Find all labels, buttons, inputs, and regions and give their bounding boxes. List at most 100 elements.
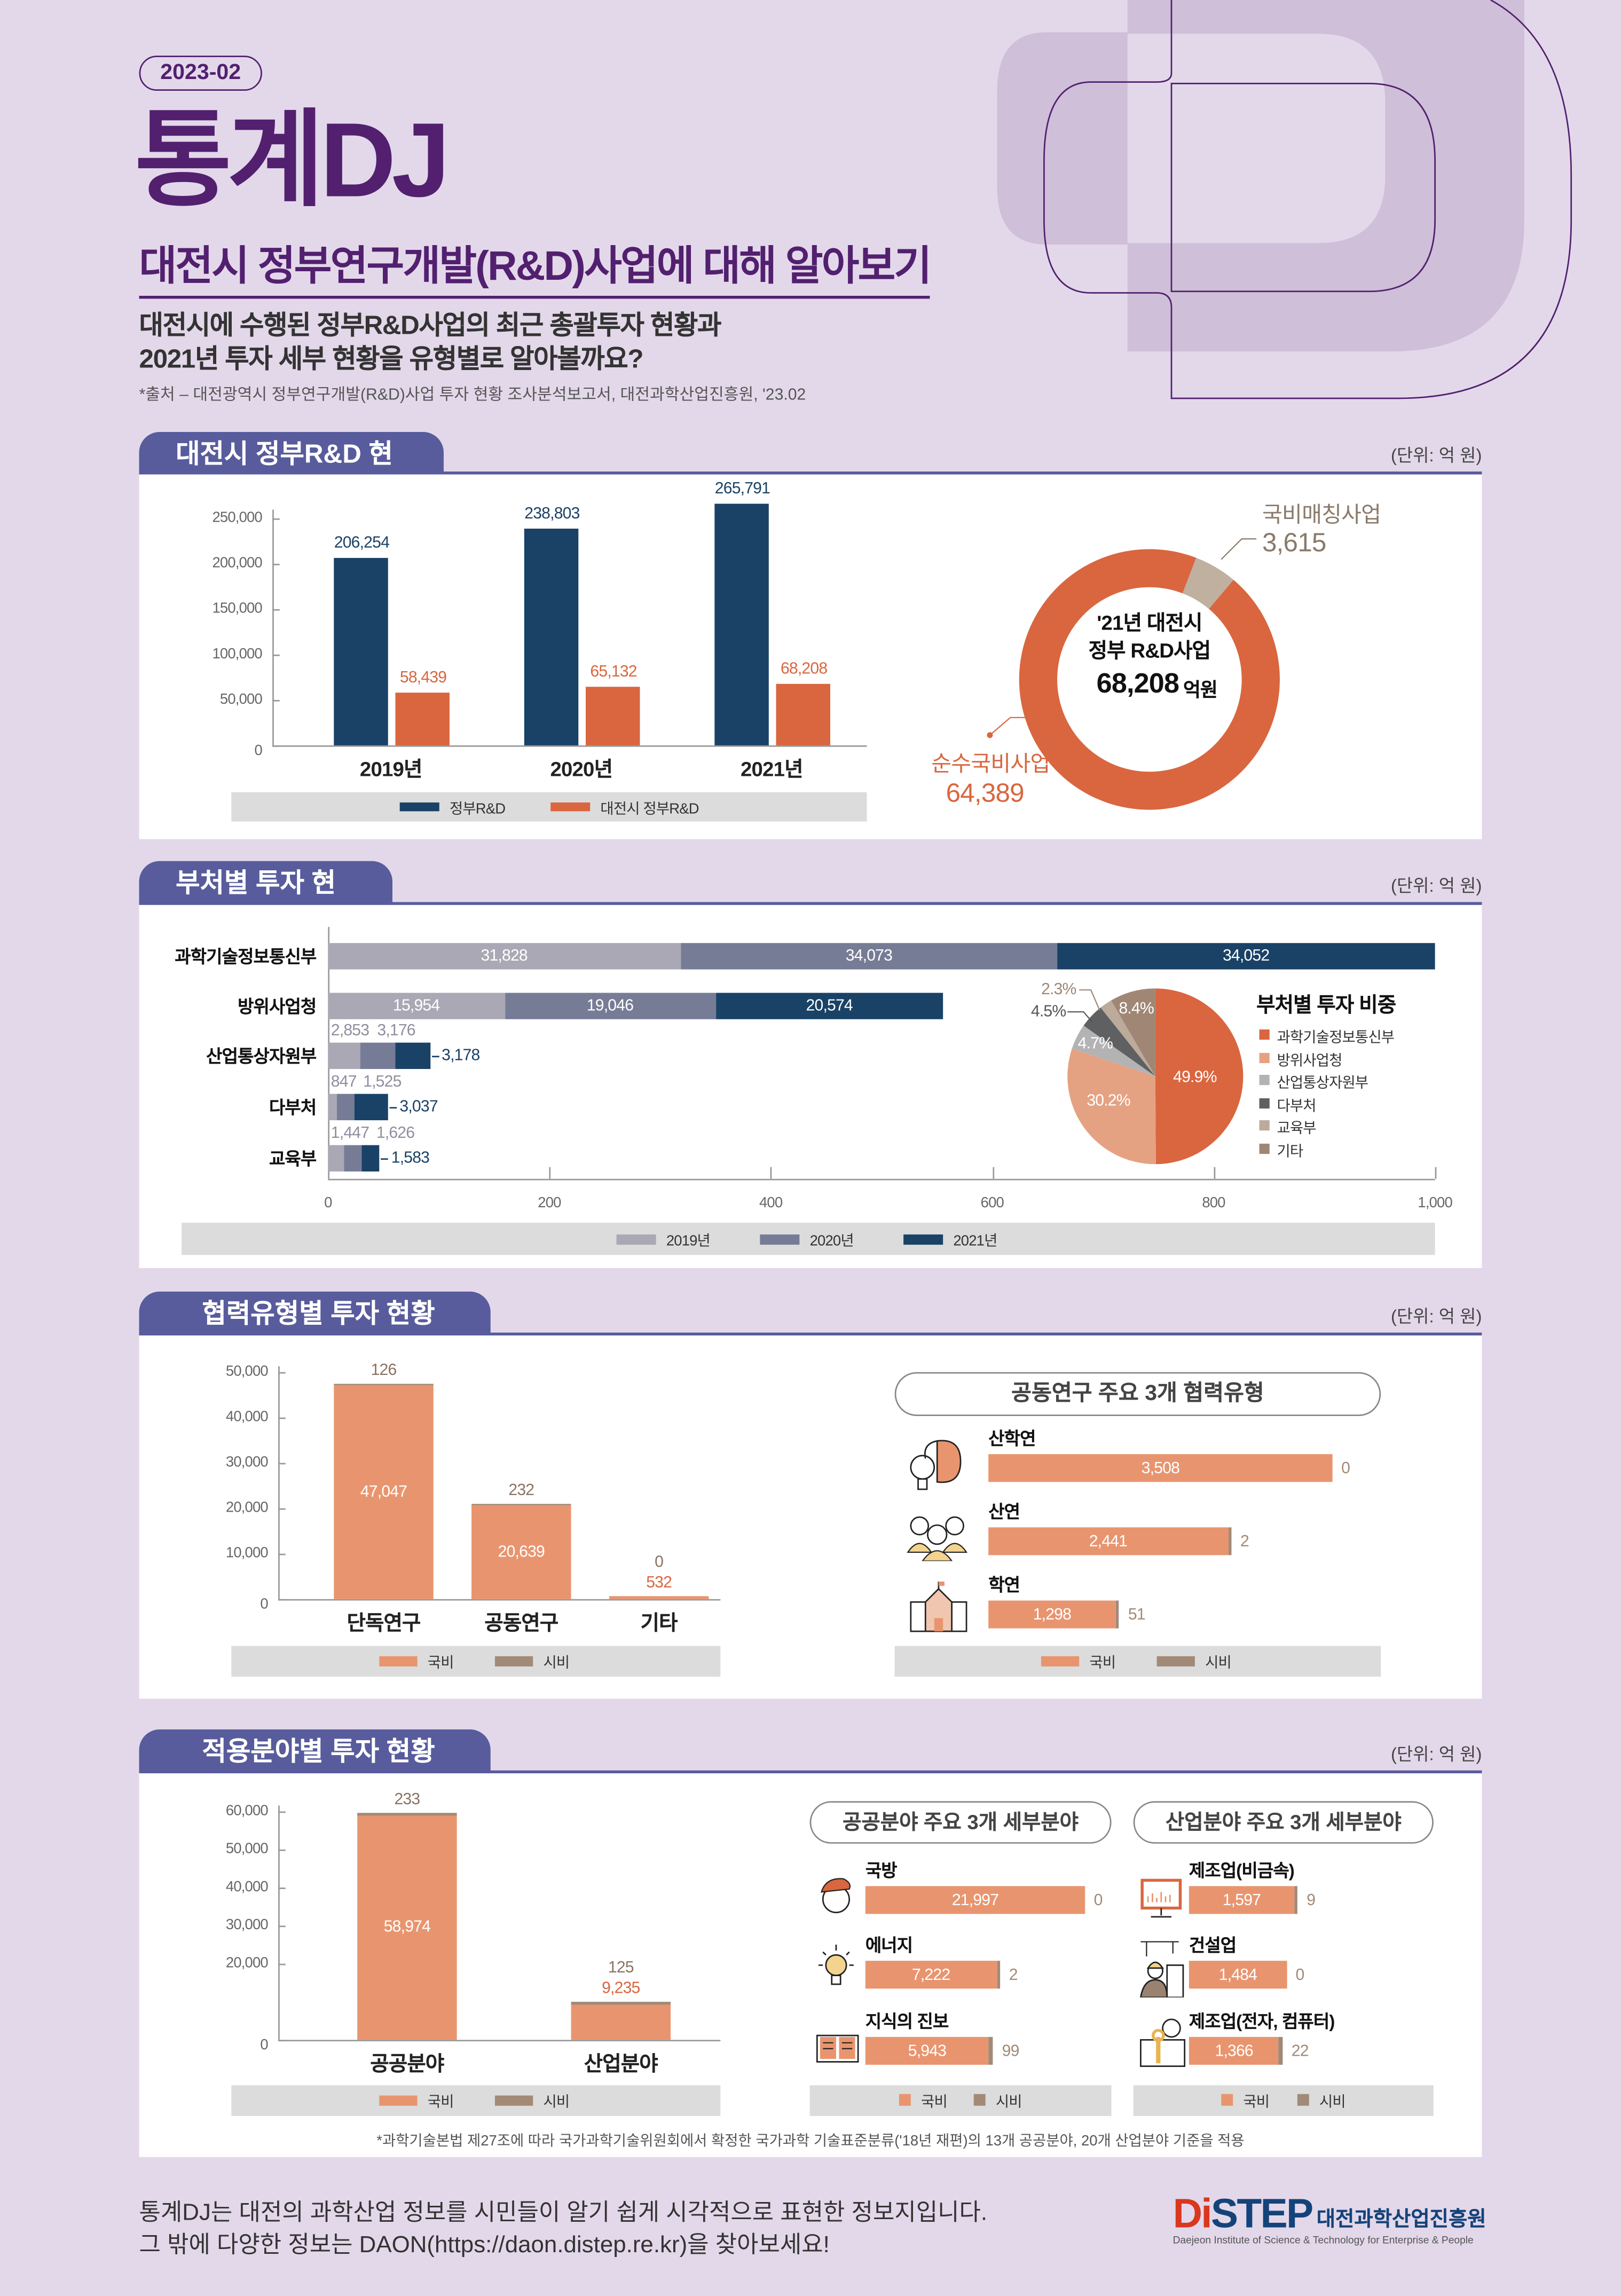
leader-dot [987, 732, 993, 738]
legend-label: 국비 [921, 2095, 948, 2111]
bar-city [1227, 1527, 1232, 1555]
y-tick [278, 1417, 286, 1419]
page-title: 통계DJ [135, 102, 450, 220]
y-tick-label: 0 [254, 743, 262, 759]
bar-value-label: 34,073 [845, 947, 893, 965]
bar-value-label: 68,208 [780, 660, 828, 678]
legend-label: 방위사업청 [1277, 1052, 1342, 1070]
row-category-label: 학연 [988, 1575, 1020, 1595]
section-title-cooperation: 협력유형별 투자 현황 [139, 1291, 491, 1334]
construction-worker-icon [1140, 1941, 1184, 1998]
x-category-label: 2019년 [359, 757, 422, 781]
bar-segment [328, 1094, 337, 1121]
bar-value-label: 20,574 [806, 997, 853, 1015]
row-category-label: 지식의 진보 [865, 2011, 949, 2032]
legend-swatch [379, 2095, 418, 2105]
row-category-label: 에너지 [865, 1935, 913, 1956]
y-tick-label: 20,000 [225, 1955, 269, 1972]
bar-value-city: 9 [1307, 1891, 1316, 1909]
y-tick [272, 563, 280, 565]
legend-label: 대전시 정부R&D [600, 801, 699, 818]
bar-value-city: 0 [655, 1554, 664, 1572]
y-tick [272, 699, 280, 702]
logo-mark-step: STEP [1210, 2190, 1313, 2236]
legend-swatch [1259, 1120, 1270, 1131]
bar-value-label: 1,583 [391, 1149, 430, 1167]
y-tick-label: 40,000 [225, 1879, 269, 1896]
leader-line [389, 1107, 397, 1109]
donut-center-line-1: '21년 대전시 [1097, 610, 1202, 634]
bar-national [988, 1600, 1116, 1629]
y-tick [278, 1372, 286, 1374]
section-title-field: 적용분야별 투자 현황 [139, 1729, 491, 1772]
legend-box [231, 792, 867, 822]
y-tick-label: 50,000 [225, 1364, 269, 1380]
pie-percent-label: 2.3% [1041, 981, 1076, 999]
bar-segment [715, 993, 943, 1019]
y-tick-label: 50,000 [225, 1841, 269, 1858]
legend-box [894, 1646, 1381, 1677]
bar-national-rnd [714, 504, 769, 745]
bar-value-national: 7,222 [911, 1965, 950, 1984]
y-tick-label: 30,000 [225, 1454, 269, 1471]
bar-value-label: 2,853 [331, 1022, 369, 1040]
legend-swatch [1259, 1143, 1270, 1153]
bar-value-label: 19,046 [586, 997, 634, 1015]
bar-segment [328, 993, 505, 1019]
y-tick-label: 150,000 [212, 601, 262, 617]
x-category-label: 2021년 [740, 757, 803, 781]
section-title-ministry: 부처별 투자 현황 [139, 861, 392, 941]
x-tick [549, 1167, 551, 1179]
x-axis-line [328, 1178, 1435, 1181]
bar-daejeon-rnd [586, 686, 640, 745]
source-note: *출처 – 대전광역시 정부연구개발(R&D)사업 투자 현황 조사분석보고서,… [139, 387, 806, 404]
monitor-icon [1140, 1878, 1182, 1918]
legend-box [231, 2085, 721, 2116]
pill-industry-title: 산업분야 주요 3개 세부분야 [1133, 1801, 1434, 1844]
legend-label: 2021년 [953, 1233, 997, 1250]
bar-value-national: 2,441 [1089, 1532, 1128, 1550]
legend-swatch [1259, 1074, 1270, 1086]
legend-box [1133, 2085, 1434, 2116]
bar-value-label: 206,254 [334, 534, 390, 553]
bar-value-national: 1,298 [1033, 1606, 1072, 1624]
bar-value-city: 126 [371, 1361, 397, 1379]
issue-badge: 2023-02 [139, 56, 262, 91]
legend-label: 2019년 [666, 1233, 711, 1250]
bar-value-national: 1,366 [1215, 2042, 1254, 2060]
bar-city [357, 1813, 457, 1815]
section-title-rnd-status: 대전시 정부R&D 현황 [139, 432, 444, 513]
bar-city [471, 1503, 571, 1506]
page-subtitle: 대전시 정부연구개발(R&D)사업에 대해 알아보기 [139, 240, 932, 299]
row-category-label: 산연 [988, 1501, 1020, 1522]
x-category-label: 2020년 [550, 757, 613, 781]
y-tick [278, 1888, 286, 1889]
section-divider [139, 1332, 1482, 1336]
bar-value-city: 0 [1341, 1459, 1350, 1477]
bar-segment [361, 1145, 380, 1171]
bar-value-label: 15,954 [392, 997, 440, 1015]
footer-line-1: 통계DJ는 대전의 과학산업 정보를 시민들이 알기 쉽게 시각적으로 표현한 … [139, 2200, 988, 2226]
distep-logo[interactable]: DiSTEP 대전과학산업진흥원 Daejeon Institute of Sc… [1173, 2193, 1486, 2252]
x-axis-line [272, 745, 867, 747]
legend-box [231, 1646, 721, 1677]
legend-swatch [1259, 1052, 1270, 1063]
bar-segment [328, 1145, 344, 1171]
bar-national [571, 2004, 671, 2040]
logo-mark-di: Di [1173, 2190, 1213, 2236]
pie-slice [1111, 988, 1155, 1076]
logo-row: DiSTEP 대전과학산업진흥원 [1173, 2193, 1486, 2235]
y-tick [278, 1963, 286, 1965]
legend-box [182, 1222, 1435, 1255]
leader-line [989, 717, 1025, 736]
legend-swatch [973, 2094, 986, 2106]
x-tick-label: 1,000 [1418, 1196, 1452, 1212]
slice-name-label: 순수국비사업 [931, 752, 1050, 777]
bar-segment [359, 1042, 395, 1070]
legend-swatch [1221, 2094, 1233, 2106]
x-category-label: 산업분야 [584, 2051, 658, 2075]
legend-swatch [1259, 1029, 1270, 1040]
y-axis-line [278, 1805, 280, 2040]
section-divider [139, 471, 1482, 475]
